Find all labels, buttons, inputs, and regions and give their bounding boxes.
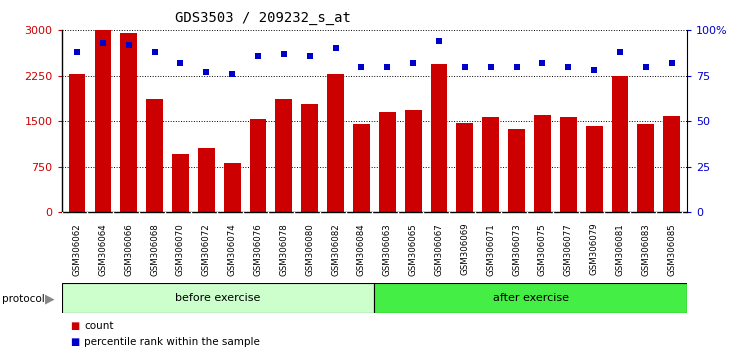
Text: count: count (84, 321, 113, 331)
Point (484, 64, 496, 69)
Point (536, 60, 548, 66)
Text: GSM306063: GSM306063 (383, 223, 392, 275)
Point (588, 67, 600, 73)
Text: GSM306080: GSM306080 (305, 223, 314, 275)
Bar (405, 110, 421, 212)
Point (614, 49, 626, 55)
Text: GSM306065: GSM306065 (409, 223, 418, 275)
Text: ▶: ▶ (45, 293, 55, 306)
Point (355, 64, 367, 69)
Bar (327, 74, 344, 212)
Text: ■: ■ (71, 337, 80, 347)
Point (640, 64, 652, 69)
Bar (611, 76, 629, 212)
Point (665, 60, 677, 66)
Bar (508, 129, 525, 212)
Text: GSM306062: GSM306062 (73, 223, 82, 275)
Point (252, 53, 264, 58)
Point (149, 49, 161, 55)
Bar (353, 124, 369, 212)
Text: GSM306075: GSM306075 (538, 223, 547, 275)
Text: percentile rank within the sample: percentile rank within the sample (84, 337, 260, 347)
Bar (68, 74, 86, 212)
Point (226, 71, 238, 77)
Text: GSM306085: GSM306085 (667, 223, 676, 275)
Bar (249, 119, 267, 212)
Bar (559, 117, 577, 212)
Text: GSM306066: GSM306066 (125, 223, 133, 275)
FancyBboxPatch shape (375, 283, 687, 313)
Bar (95, 30, 111, 212)
Point (511, 64, 523, 69)
Bar (482, 117, 499, 212)
Bar (586, 126, 602, 212)
Text: GSM306076: GSM306076 (254, 223, 263, 275)
Text: GSM306072: GSM306072 (202, 223, 211, 275)
Text: GSM306070: GSM306070 (176, 223, 185, 275)
Text: GSM306082: GSM306082 (331, 223, 340, 275)
Bar (379, 112, 396, 212)
Point (303, 53, 315, 58)
Point (407, 60, 419, 66)
Text: GSM306064: GSM306064 (98, 223, 107, 275)
Bar (457, 123, 473, 212)
Point (562, 64, 575, 69)
Bar (224, 162, 240, 212)
Point (97, 40, 109, 46)
Text: GSM306069: GSM306069 (460, 223, 469, 275)
Text: GSM306071: GSM306071 (486, 223, 495, 275)
Bar (638, 124, 654, 212)
Text: protocol: protocol (2, 294, 44, 304)
Text: GSM306083: GSM306083 (641, 223, 650, 275)
Bar (663, 116, 680, 212)
Text: before exercise: before exercise (175, 293, 261, 303)
Text: GSM306074: GSM306074 (228, 223, 237, 275)
Point (459, 64, 471, 69)
Point (201, 69, 213, 75)
Text: GDS3503 / 209232_s_at: GDS3503 / 209232_s_at (175, 11, 351, 25)
Text: GSM306077: GSM306077 (564, 223, 573, 275)
Text: GSM306073: GSM306073 (512, 223, 521, 275)
Text: after exercise: after exercise (493, 293, 569, 303)
Point (174, 60, 186, 66)
Text: GSM306068: GSM306068 (150, 223, 159, 275)
Bar (301, 104, 318, 212)
Bar (172, 154, 189, 212)
Text: GSM306081: GSM306081 (616, 223, 624, 275)
Bar (120, 33, 137, 212)
Text: ■: ■ (71, 321, 80, 331)
Point (433, 38, 445, 44)
Text: GSM306079: GSM306079 (590, 223, 599, 275)
Bar (198, 148, 215, 212)
Point (122, 42, 134, 47)
Point (71, 49, 83, 55)
Bar (146, 99, 163, 212)
Text: GSM306078: GSM306078 (279, 223, 288, 275)
Bar (430, 64, 448, 212)
Point (382, 64, 394, 69)
Point (330, 45, 342, 51)
Text: GSM306067: GSM306067 (435, 223, 444, 275)
Bar (276, 99, 292, 212)
FancyBboxPatch shape (62, 283, 375, 313)
Text: GSM306084: GSM306084 (357, 223, 366, 275)
Bar (534, 115, 550, 212)
Point (278, 51, 290, 57)
